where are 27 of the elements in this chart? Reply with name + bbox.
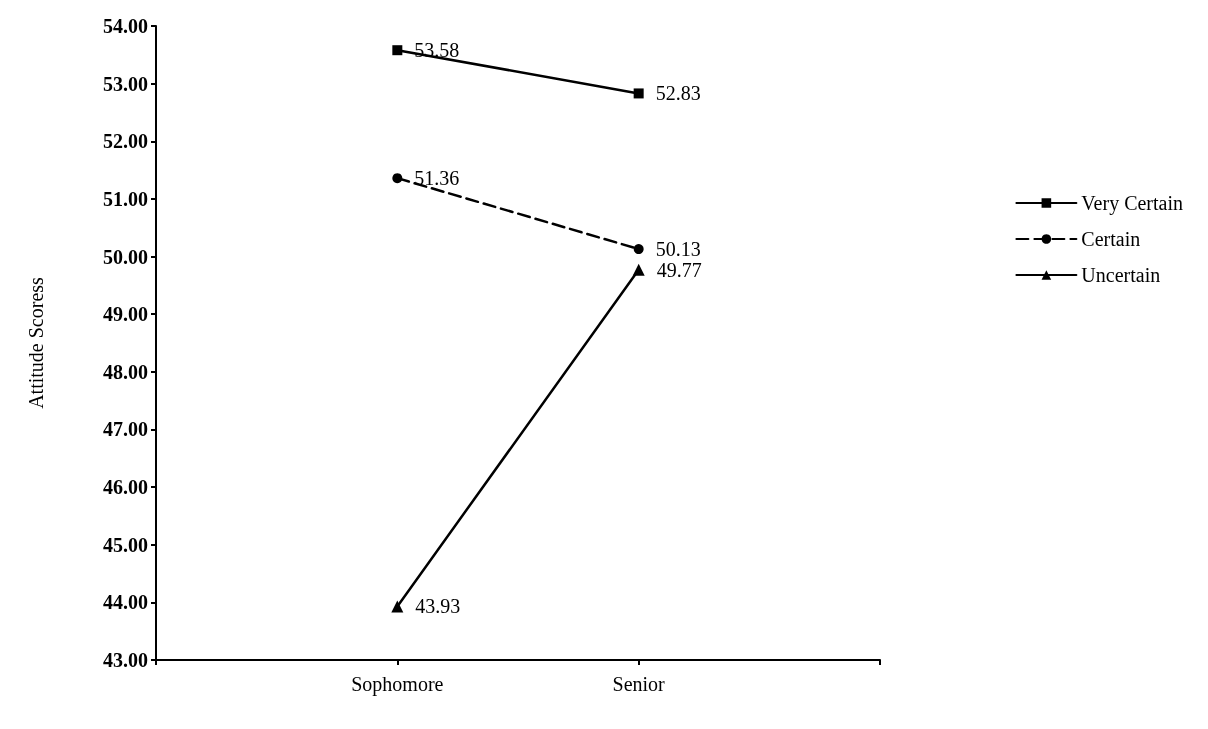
legend-label: Certain: [1081, 228, 1141, 250]
y-tick-label: 51.00: [103, 187, 148, 210]
y-tick-label: 48.00: [103, 360, 148, 383]
y-tick-label: 49.00: [103, 303, 148, 326]
point: [633, 244, 644, 255]
y-tick-label: 47.00: [103, 418, 148, 441]
y-tick-label: 45.00: [103, 533, 148, 556]
x-tick-label: Sophomore: [351, 673, 444, 696]
y-tick-label: 53.00: [103, 72, 148, 95]
point: [392, 173, 403, 184]
legend-label: Uncertain: [1081, 264, 1161, 286]
y-tick-label: 54.00: [103, 15, 148, 37]
data-label: 51.36: [414, 167, 460, 190]
legend-label: Very Certain: [1081, 192, 1184, 215]
data-label: 50.13: [655, 238, 701, 261]
x-tick-label: Senior: [612, 673, 666, 695]
y-tick-label: 50.00: [103, 245, 148, 268]
y-axis-title: Attitude Scoress: [25, 276, 47, 409]
point: [633, 88, 644, 99]
y-tick-label: 46.00: [103, 476, 148, 499]
y-tick-label: 44.00: [103, 591, 148, 614]
y-tick-label: 43.00: [103, 649, 148, 671]
data-label: 43.93: [415, 595, 461, 618]
data-label: 52.83: [655, 82, 701, 105]
y-tick-label: 52.00: [103, 130, 148, 153]
data-label: 49.77: [656, 258, 702, 281]
point: [392, 45, 403, 56]
